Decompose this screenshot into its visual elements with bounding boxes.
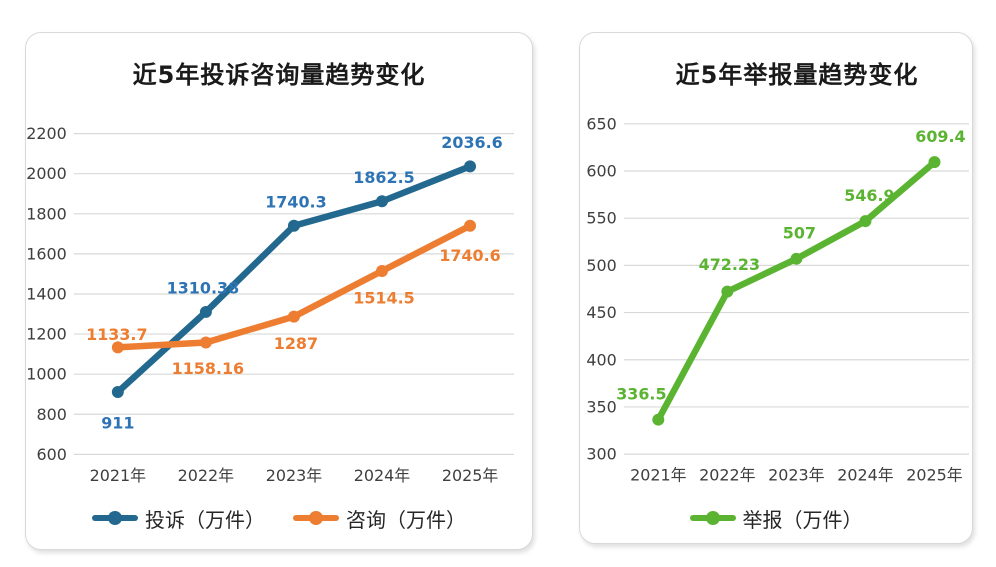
data-label: 1133.7 [86,325,147,344]
data-label: 1862.5 [353,168,414,187]
legend-label: 举报（万件） [742,507,863,532]
legend-item: 咨询（万件） [293,504,466,533]
x-axis-tick: 2025年 [442,466,499,485]
x-axis-tick: 2021年 [630,466,686,485]
y-axis-tick: 1000 [26,365,67,384]
y-axis-tick: 450 [586,303,616,322]
data-point-marker [287,219,300,232]
data-point-marker [199,305,212,318]
reports-line-chart: 300 350 400 450 500 550 600 650 2021年 2022年 2023年 2… [586,114,970,485]
data-label: 546.9 [844,186,894,205]
data-point-marker [376,265,388,278]
y-axis-tick: 2000 [26,164,67,183]
line-marker-icon [689,511,736,525]
data-point-marker [376,195,388,208]
data-label: 1287 [274,334,318,353]
data-label: 1158.16 [172,359,245,378]
y-axis-tick: 550 [586,209,616,228]
y-axis-tick: 1600 [26,244,67,263]
data-label: 1514.5 [353,288,414,307]
data-label: 2036.6 [441,133,502,152]
data-point-marker [111,386,124,398]
x-axis-tick: 2025年 [906,466,962,485]
y-axis-tick: 1400 [26,284,67,303]
x-axis-tick: 2022年 [699,466,755,485]
y-axis-tick: 600 [586,162,616,181]
legend-item: 举报（万件） [689,504,863,533]
legend-label: 投诉（万件） [145,507,265,532]
data-point-marker [199,336,212,349]
data-point-marker [859,215,872,228]
data-point-marker [464,219,477,232]
x-axis-tick: 2022年 [178,466,235,485]
complaints-consultations-legend: 投诉（万件） 咨询（万件） [26,501,532,535]
reports-chart-card: 近5年举报量趋势变化 300 350 400 450 500 550 600 650 2021年… [579,32,973,544]
line-marker-icon [92,511,138,525]
y-axis-tick: 400 [586,350,616,369]
data-label: 507 [783,223,816,242]
reports-legend: 举报（万件） [580,501,972,535]
chart-title-complaints-consultations: 近5年投诉咨询量趋势变化 [132,61,426,89]
data-point-marker [287,310,300,323]
line-marker-icon [293,511,339,525]
y-axis-tick: 2200 [26,124,67,143]
data-point-marker [790,252,803,265]
y-axis-tick: 1800 [26,204,67,223]
y-axis-tick: 300 [586,445,616,464]
y-axis-tick: 600 [36,445,66,464]
x-axis-tick: 2024年 [837,466,893,485]
data-label: 609.4 [915,127,965,146]
data-point-marker [111,341,124,354]
data-label: 1740.6 [439,246,500,265]
complaints-consultations-chart-card: 近5年投诉咨询量趋势变化 600 800 1000 1200 1400 1600 1800 2… [25,32,533,550]
y-axis-tick: 800 [36,405,66,424]
y-axis-tick: 650 [586,114,616,133]
y-axis-tick: 1200 [26,325,67,344]
x-axis-tick: 2024年 [354,466,411,485]
x-axis-tick: 2021年 [90,466,147,485]
data-point-marker [652,413,665,426]
complaints-consultations-line-chart: 600 800 1000 1200 1400 1600 1800 2000 2200 2021年 2… [26,124,515,485]
legend-item: 投诉（万件） [92,504,265,533]
data-label: 472.23 [699,255,760,274]
x-axis-tick: 2023年 [768,466,824,485]
data-point-marker [928,156,941,169]
chart-title-reports: 近5年举报量趋势变化 [675,61,919,89]
data-label: 911 [101,413,134,432]
y-axis-tick: 500 [586,256,616,275]
y-axis-tick: 350 [586,397,616,416]
x-axis-tick: 2023年 [266,466,323,485]
data-label: 1740.3 [265,192,326,211]
data-label: 336.5 [616,384,666,403]
legend-label: 咨询（万件） [346,507,466,532]
data-point-marker [721,285,734,298]
data-label: 1310.38 [167,279,240,298]
data-point-marker [464,160,477,173]
